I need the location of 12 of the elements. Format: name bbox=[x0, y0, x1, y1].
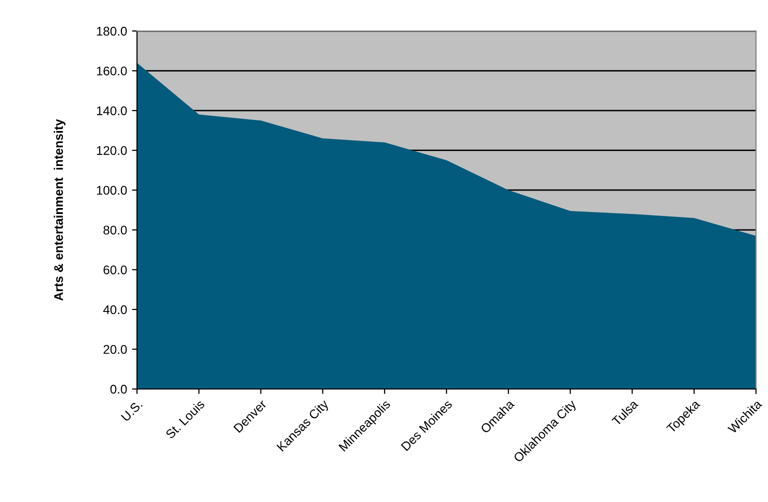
x-tick-label: U.S. bbox=[120, 400, 143, 422]
y-tick-label: 140.0 bbox=[96, 106, 127, 116]
y-tick-label: 20.0 bbox=[104, 345, 127, 354]
y-tick-label: 120.0 bbox=[96, 146, 127, 155]
y-tick-label: 80.0 bbox=[103, 226, 127, 235]
y-tick-label: 40.0 bbox=[103, 305, 127, 314]
y-tick-label: 160.0 bbox=[96, 66, 127, 76]
y-axis-title: Arts & entertainment intensity bbox=[54, 119, 66, 301]
y-tick-label: 180.0 bbox=[96, 26, 127, 36]
y-tick-label: 100.0 bbox=[96, 186, 127, 195]
y-tick-label: 0.0 bbox=[110, 384, 127, 394]
y-tick-label: 60.0 bbox=[104, 265, 127, 274]
